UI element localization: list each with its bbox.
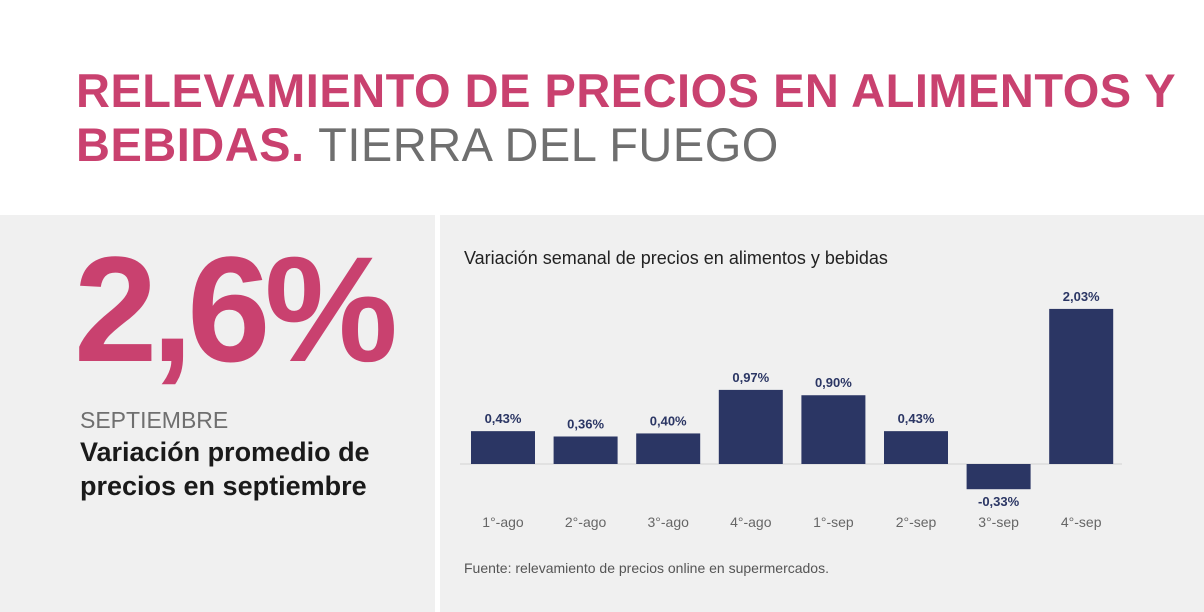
bar [1049,308,1114,464]
page-title: RELEVAMIENTO DE PRECIOS EN ALIMENTOS Y B… [76,64,1204,172]
bar [718,389,783,464]
x-tick-label: 2°-ago [565,514,607,530]
bar-chart: 0,43% 1°-ago 0,36% 2°-ago 0,40% 3°-ago 0,97% 4°… [460,289,1122,530]
x-tick-label: 3°-sep [978,514,1019,530]
data-label: 0,97% [732,370,769,385]
bar [636,433,701,464]
bar [884,431,948,464]
title-place: TIERRA DEL FUEGO [318,118,779,171]
x-tick-label: 1°-sep [813,514,854,530]
x-tick-label: 4°-ago [730,514,772,530]
data-label: 0,43% [485,411,522,426]
x-tick-label: 2°-sep [896,514,937,530]
data-label: 0,40% [650,413,687,428]
header: RELEVAMIENTO DE PRECIOS EN ALIMENTOS Y B… [0,0,1204,215]
x-tick-label: 3°-ago [647,514,689,530]
bar [553,436,618,464]
kpi-panel: 2,6% SEPTIEMBRE Variación promedio de pr… [0,215,435,612]
chart-source: Fuente: relevamiento de precios online e… [464,560,829,576]
data-label: 2,03% [1063,289,1100,304]
bar [801,395,866,464]
data-label: 0,36% [567,416,604,431]
kpi-value: 2,6% [74,225,398,393]
x-tick-label: 4°-sep [1061,514,1102,530]
data-label: -0,33% [978,494,1020,509]
bar [966,464,1031,490]
data-label: 0,43% [898,411,935,426]
bar [471,431,535,464]
title-main: RELEVAMIENTO DE PRECIOS EN ALIMENTOS Y B… [76,64,1176,171]
chart-panel: Variación semanal de precios en alimento… [440,215,1204,612]
kpi-month: SEPTIEMBRE [80,407,229,433]
chart-title: Variación semanal de precios en alimento… [464,248,888,268]
kpi-description: Variación promedio de precios en septiem… [80,437,370,501]
x-tick-label: 1°-ago [482,514,524,530]
data-label: 0,90% [815,375,852,390]
